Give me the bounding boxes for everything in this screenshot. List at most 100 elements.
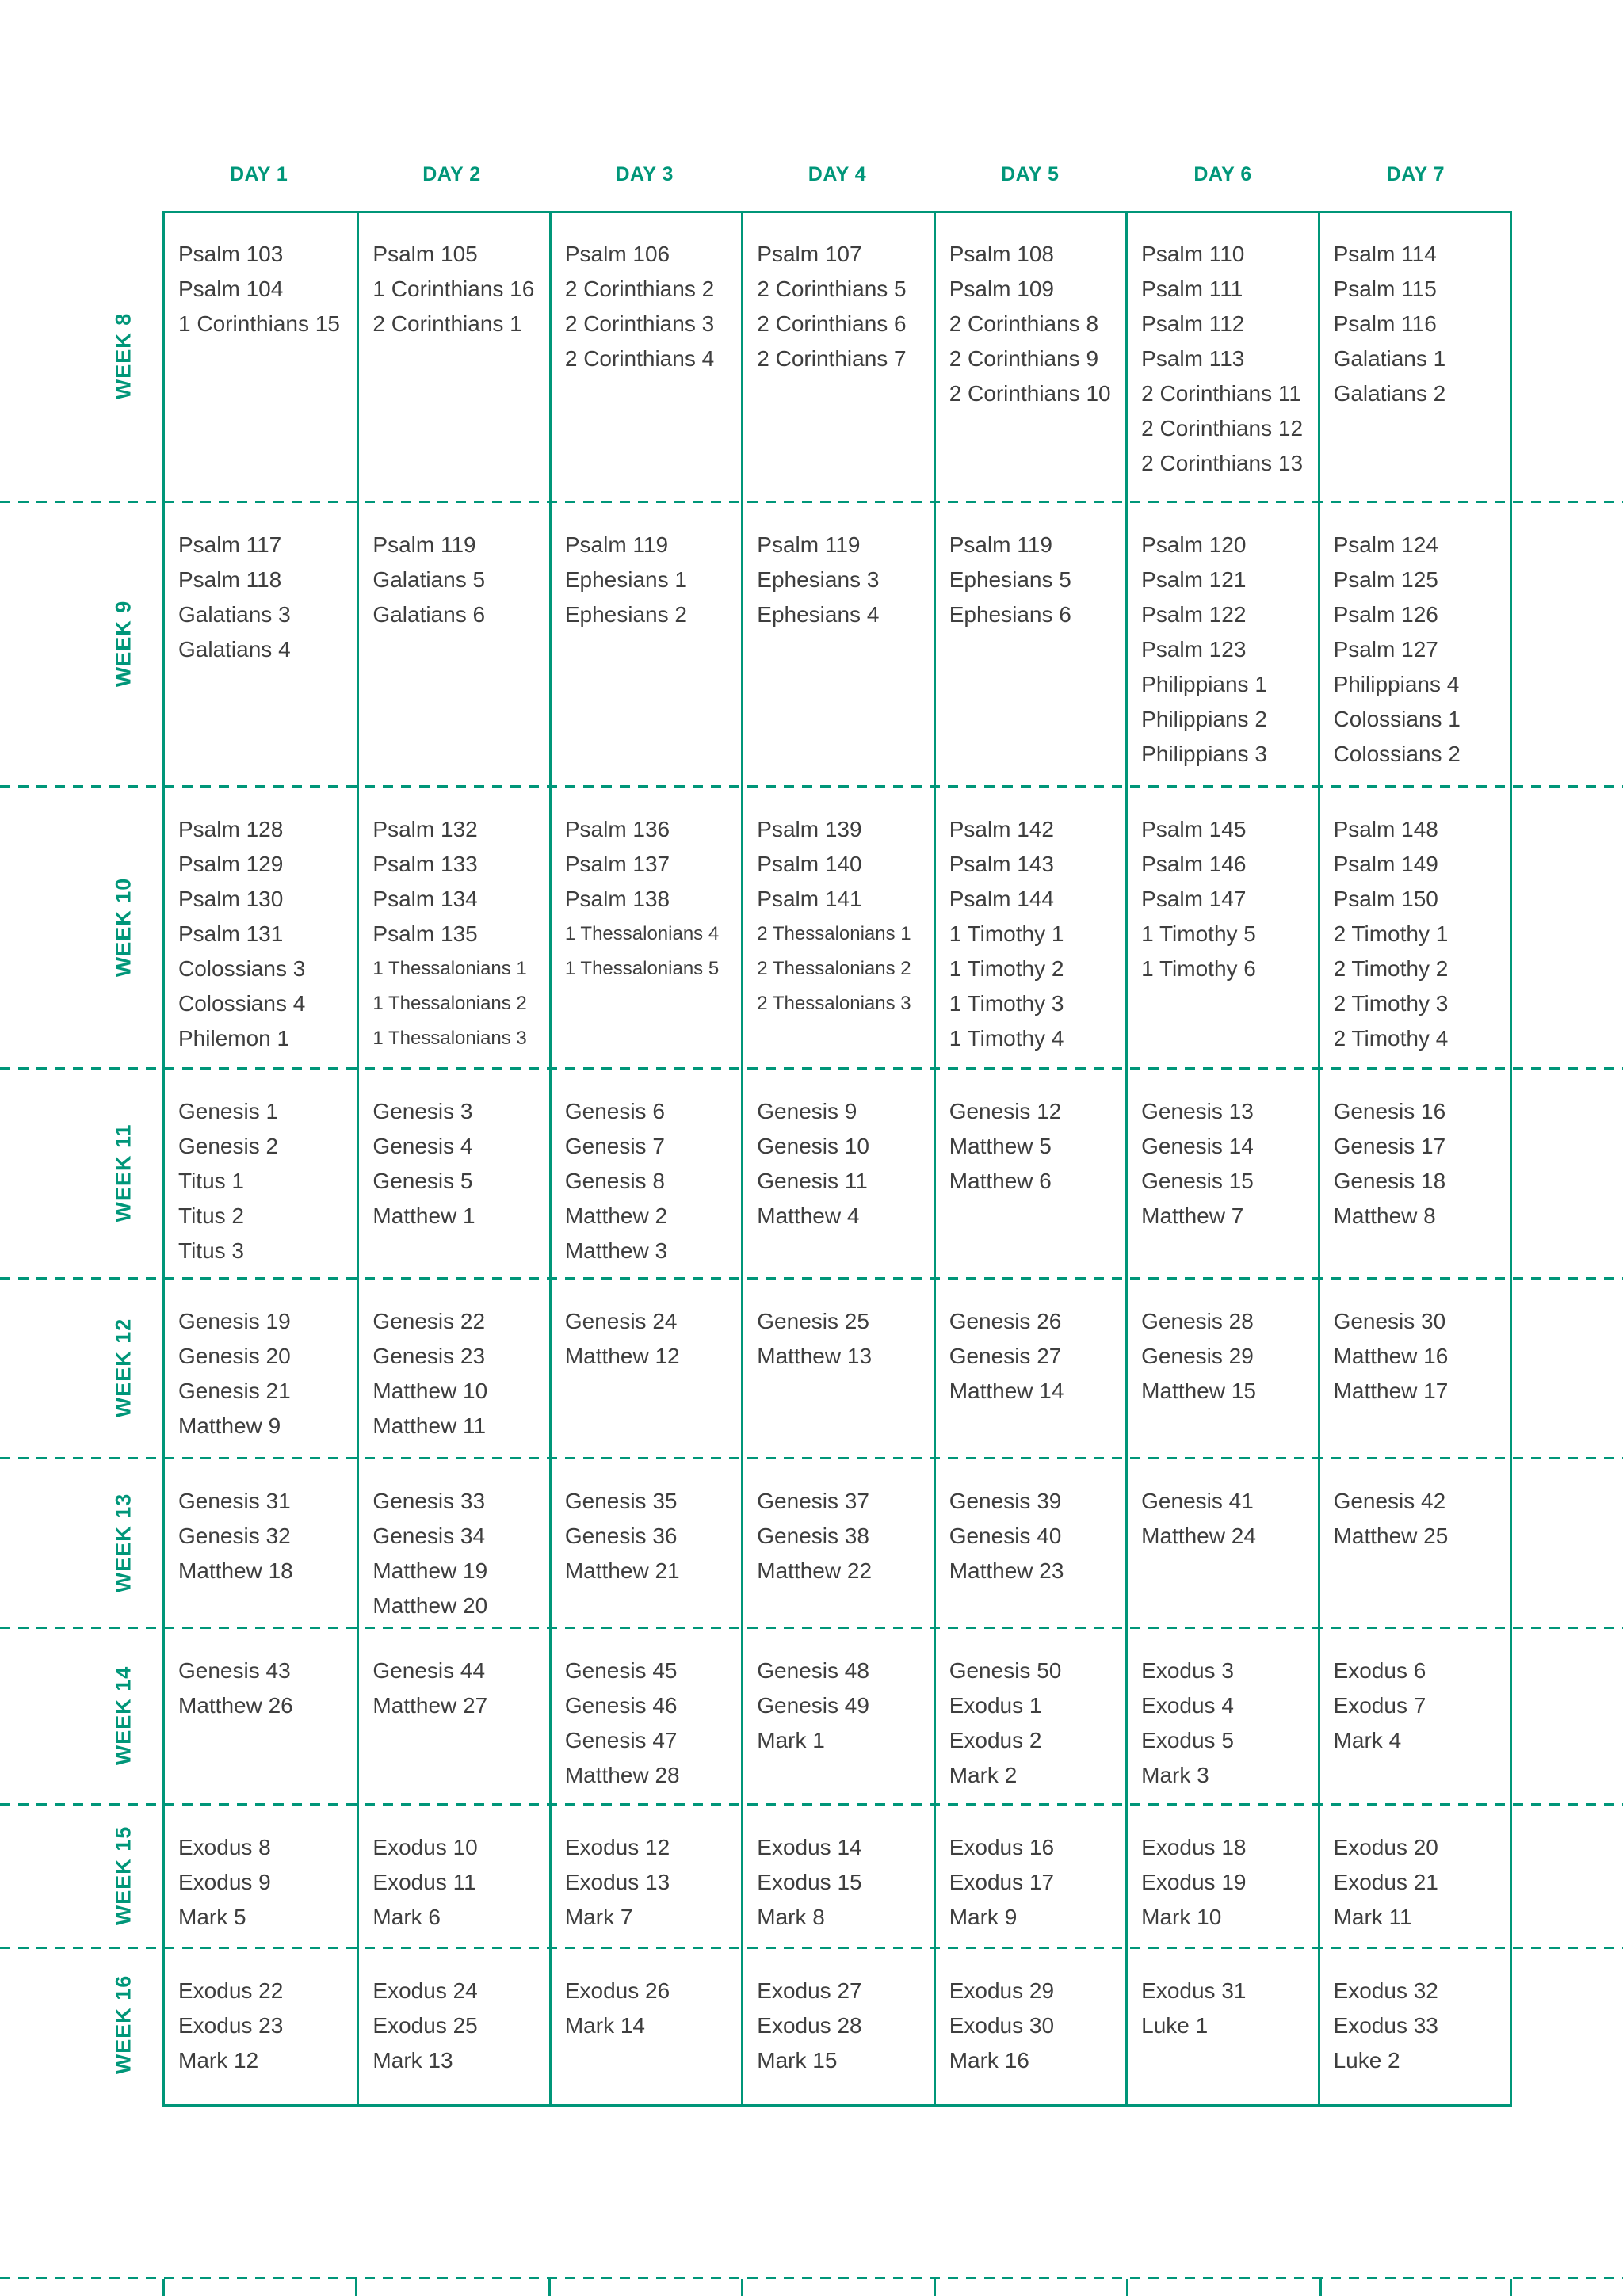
- week-row-15: Exodus 8 Exodus 9 Mark 5 Exodus 10 Exodus 11…: [165, 1806, 1510, 1950]
- reading-item: 2 Thessalonians 3: [757, 993, 911, 1014]
- reading-item: Exodus 25: [372, 2013, 478, 2038]
- week-divider-dashed-line: [0, 1067, 1623, 1070]
- day-header-6: DAY 6: [1193, 163, 1252, 185]
- cell-week11-day3: Genesis 6 Genesis 7 Genesis 8 Matthew 2 Matt…: [548, 1070, 741, 1280]
- reading-item: Exodus 1: [949, 1693, 1042, 1718]
- reading-item: Mark 12: [178, 2048, 259, 2073]
- week-row-10: Psalm 128 Psalm 129 Psalm 130 Psalm 131 Colo…: [165, 788, 1510, 1070]
- day-header-3: DAY 3: [615, 163, 674, 185]
- reading-item: Exodus 21: [1333, 1870, 1438, 1894]
- reading-item: Psalm 141: [757, 887, 862, 911]
- reading-item: Genesis 7: [564, 1134, 665, 1158]
- reading-item: Psalm 115: [1333, 277, 1437, 301]
- reading-item: Genesis 3: [372, 1099, 473, 1123]
- reading-item: Genesis 22: [372, 1309, 486, 1333]
- reading-item: Genesis 46: [564, 1693, 678, 1718]
- reading-item: Philemon 1: [178, 1026, 290, 1051]
- reading-item: 2 Corinthians 7: [757, 346, 907, 371]
- reading-item: Genesis 19: [178, 1309, 291, 1333]
- reading-item: Matthew 3: [564, 1238, 668, 1263]
- reading-item: Genesis 20: [178, 1344, 291, 1368]
- reading-item: 1 Timothy 3: [949, 991, 1064, 1016]
- cell-week8-day1: Psalm 103 Psalm 104 1 Corinthians 15: [165, 213, 357, 504]
- reading-item: Psalm 103: [178, 242, 284, 266]
- reading-plan-table: Psalm 103 Psalm 104 1 Corinthians 15 Psalm …: [162, 211, 1512, 2107]
- cell-week14-day5: Genesis 50 Exodus 1 Exodus 2 Mark 2: [933, 1630, 1125, 1806]
- cell-week9-day2: Psalm 119 Galatians 5 Galatians 6: [357, 504, 548, 788]
- reading-item: Exodus 4: [1141, 1693, 1234, 1718]
- reading-item: Genesis 41: [1141, 1489, 1254, 1513]
- reading-item: Genesis 39: [949, 1489, 1062, 1513]
- reading-item: Genesis 43: [178, 1658, 291, 1683]
- cell-week8-day3: Psalm 106 2 Corinthians 2 2 Corinthians 3 2…: [548, 213, 741, 504]
- cell-week9-day1: Psalm 117 Psalm 118 Galatians 3 Galatians 4: [165, 504, 357, 788]
- reading-item: Matthew 7: [1141, 1203, 1244, 1228]
- reading-item: Mark 9: [949, 1905, 1018, 1929]
- reading-item: Genesis 48: [757, 1658, 869, 1683]
- week-label-box-11: WEEK 11: [99, 1068, 148, 1278]
- reading-item: 1 Thessalonians 1: [372, 958, 527, 979]
- reading-item: Genesis 36: [564, 1524, 678, 1548]
- cell-week15-day4: Exodus 14 Exodus 15 Mark 8: [741, 1806, 933, 1950]
- cell-week10-day5: Psalm 142 Psalm 143 Psalm 144 1 Timothy 1 1 …: [933, 788, 1125, 1070]
- reading-item: Exodus 6: [1333, 1658, 1426, 1683]
- reading-item: Exodus 5: [1141, 1728, 1234, 1753]
- reading-item: Mark 10: [1141, 1905, 1222, 1929]
- cell-week13-day6: Genesis 41 Matthew 24: [1125, 1460, 1317, 1630]
- reading-item: Matthew 9: [178, 1413, 281, 1438]
- reading-item: Genesis 21: [178, 1379, 291, 1403]
- reading-item: Exodus 8: [178, 1835, 271, 1859]
- reading-item: Genesis 11: [757, 1169, 868, 1193]
- reading-item: 2 Corinthians 4: [564, 346, 715, 371]
- reading-item: Genesis 44: [372, 1658, 486, 1683]
- week-label-box-8: WEEK 8: [99, 211, 148, 502]
- reading-item: Matthew 18: [178, 1558, 293, 1583]
- reading-item: Colossians 4: [178, 991, 306, 1016]
- reading-item: Matthew 11: [372, 1413, 487, 1438]
- reading-item: Exodus 3: [1141, 1658, 1234, 1683]
- reading-item: Ephesians 6: [949, 602, 1071, 627]
- reading-item: Psalm 128: [178, 817, 284, 841]
- next-table-column-stub: [1319, 2279, 1322, 2296]
- reading-item: Genesis 42: [1333, 1489, 1446, 1513]
- reading-item: Mark 8: [757, 1905, 825, 1929]
- cell-week16-day3: Exodus 26 Mark 14: [548, 1950, 741, 2104]
- reading-item: Psalm 126: [1333, 602, 1438, 627]
- cell-week14-day3: Genesis 45 Genesis 46 Genesis 47 Matthew 28: [548, 1630, 741, 1806]
- week-label: WEEK 15: [111, 1825, 136, 1926]
- reading-item: Genesis 45: [564, 1658, 678, 1683]
- week-label-box-12: WEEK 12: [99, 1278, 148, 1458]
- reading-item: Galatians 6: [372, 602, 486, 627]
- reading-item: Matthew 8: [1333, 1203, 1436, 1228]
- reading-item: Psalm 111: [1141, 277, 1243, 301]
- reading-item: 2 Timothy 1: [1333, 921, 1449, 946]
- cell-week12-day5: Genesis 26 Genesis 27 Matthew 14: [933, 1280, 1125, 1460]
- week-row-16: Exodus 22 Exodus 23 Mark 12 Exodus 24 Exodus…: [165, 1950, 1510, 2104]
- reading-item: Matthew 26: [178, 1693, 293, 1718]
- cell-week14-day4: Genesis 48 Genesis 49 Mark 1: [741, 1630, 933, 1806]
- cell-week8-day4: Psalm 107 2 Corinthians 5 2 Corinthians 6 2…: [741, 213, 933, 504]
- reading-item: Psalm 106: [564, 242, 670, 266]
- day-header-5: DAY 5: [1001, 163, 1060, 185]
- week-divider-dashed-line: [0, 501, 1623, 503]
- cell-week15-day1: Exodus 8 Exodus 9 Mark 5: [165, 1806, 357, 1950]
- cell-week10-day6: Psalm 145 Psalm 146 Psalm 147 1 Timothy 5 1 …: [1125, 788, 1317, 1070]
- reading-item: Genesis 24: [564, 1309, 678, 1333]
- reading-item: Psalm 120: [1141, 532, 1247, 557]
- week-row-13: Genesis 31 Genesis 32 Matthew 18 Genesis 33…: [165, 1460, 1510, 1630]
- reading-item: 2 Thessalonians 1: [757, 923, 911, 944]
- reading-item: Genesis 33: [372, 1489, 486, 1513]
- cell-week13-day2: Genesis 33 Genesis 34 Matthew 19 Matthew 20: [357, 1460, 548, 1630]
- reading-item: Psalm 136: [564, 817, 670, 841]
- reading-item: 2 Corinthians 3: [564, 311, 715, 336]
- reading-item: Psalm 116: [1333, 311, 1437, 336]
- week-label: WEEK 16: [111, 1974, 136, 2075]
- cell-week14-day7: Exodus 6 Exodus 7 Mark 4: [1317, 1630, 1510, 1806]
- next-table-column-stub: [548, 2279, 551, 2296]
- cell-week16-day5: Exodus 29 Exodus 30 Mark 16: [933, 1950, 1125, 2104]
- reading-item: Luke 1: [1141, 2013, 1209, 2038]
- cell-week10-day1: Psalm 128 Psalm 129 Psalm 130 Psalm 131 Colo…: [165, 788, 357, 1070]
- reading-item: Genesis 23: [372, 1344, 486, 1368]
- week-label: WEEK 11: [111, 1123, 136, 1222]
- cell-week16-day6: Exodus 31 Luke 1: [1125, 1950, 1317, 2104]
